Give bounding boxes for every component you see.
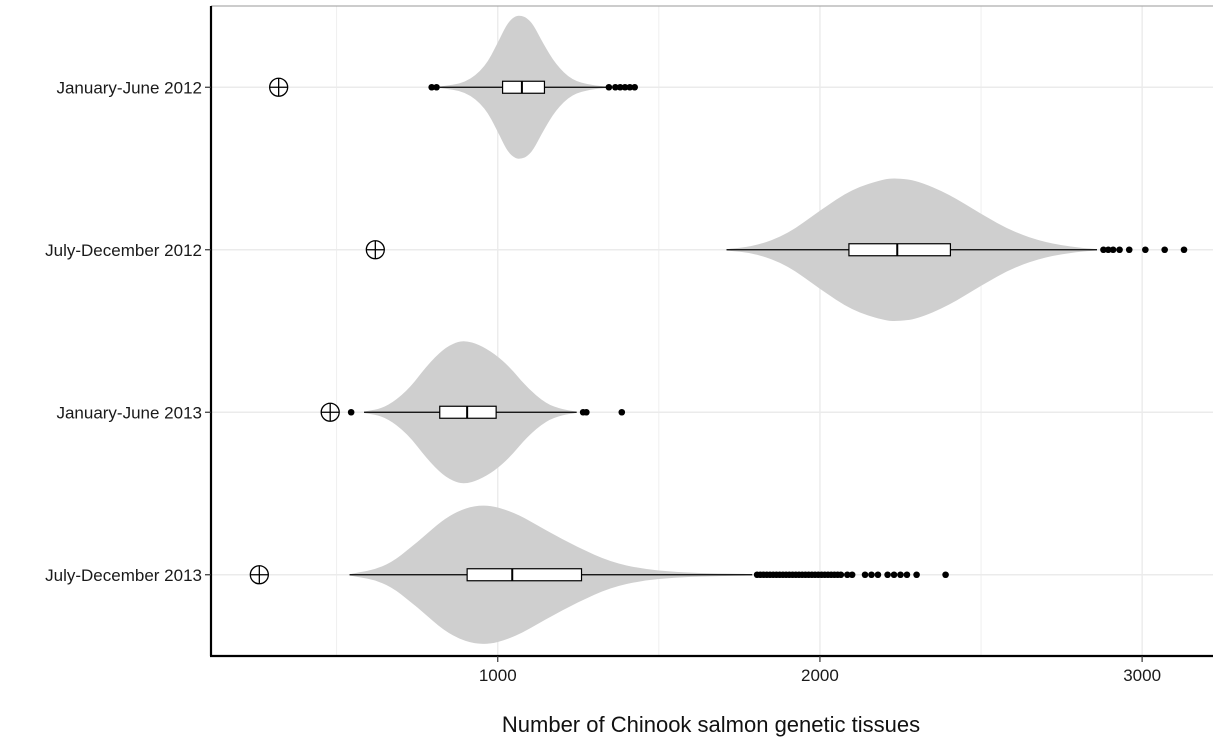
box-iqr	[848, 243, 952, 257]
outlier-point	[890, 571, 898, 579]
outlier-point	[433, 83, 440, 91]
y-tick-label: July-December 2012	[45, 241, 202, 260]
outlier-point	[1100, 246, 1107, 254]
outlier-point	[631, 83, 638, 91]
x-tick-label: 2000	[801, 666, 839, 685]
violin-layer	[249, 15, 1188, 644]
outlier-point	[616, 83, 624, 91]
y-tick-label: January-June 2013	[56, 403, 202, 422]
outlier-point	[618, 408, 626, 416]
outlier-point	[1125, 246, 1133, 254]
outlier-point	[837, 571, 845, 579]
outlier-point	[347, 408, 355, 416]
box-iqr	[466, 568, 583, 582]
outlier-point	[1161, 246, 1168, 254]
outlier-point	[903, 571, 911, 579]
outlier-point	[913, 571, 920, 579]
outlier-point	[428, 83, 435, 91]
outlier-point	[874, 571, 882, 579]
outlier-point	[897, 571, 904, 579]
outlier-point	[1104, 246, 1112, 254]
x-tick-label: 3000	[1123, 666, 1161, 685]
outlier-point	[1142, 246, 1149, 254]
outlier-point	[884, 571, 891, 579]
outlier-point	[861, 571, 869, 579]
outlier-point	[583, 408, 590, 416]
outlier-point	[942, 571, 949, 579]
box-iqr	[501, 80, 546, 94]
outlier-point	[848, 571, 856, 579]
y-tick-label: July-December 2013	[45, 566, 202, 585]
outlier-point	[1116, 246, 1123, 254]
outlier-point	[612, 83, 619, 91]
x-tick-label: 1000	[479, 666, 517, 685]
outlier-point	[1180, 246, 1188, 254]
outlier-point	[621, 83, 629, 91]
grid-layer	[211, 5, 1213, 656]
axes-layer: 1000 2000 3000 January-June 2012 July-Decemb…	[45, 6, 1213, 685]
outlier-point	[1109, 246, 1117, 254]
y-tick-label: January-June 2012	[56, 78, 202, 97]
outlier-point	[626, 83, 634, 91]
outlier-point	[605, 83, 613, 91]
x-axis-title: Number of Chinook salmon genetic tissues	[502, 712, 920, 737]
outlier-point	[844, 571, 851, 579]
outlier-point	[868, 571, 875, 579]
